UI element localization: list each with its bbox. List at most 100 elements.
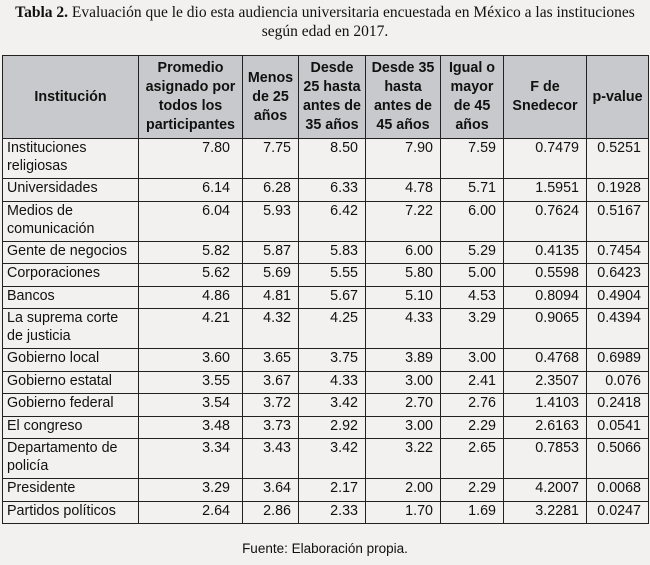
value-cell: 1.69 xyxy=(440,500,504,524)
value-cell: 5.67 xyxy=(298,285,366,309)
table-row: La suprema corte de justicia 4.21 4.32 4.25… xyxy=(2,308,649,349)
source-note: Fuente: Elaboración propia. xyxy=(242,541,408,556)
institution-cell: Departamento de policía xyxy=(2,438,139,479)
value-cell: 5.10 xyxy=(365,285,441,309)
value-cell: 6.04 xyxy=(138,200,243,242)
institution-cell: El congreso xyxy=(2,415,139,439)
value-cell: 4.33 xyxy=(298,370,366,394)
value-cell: 5.82 xyxy=(138,240,243,264)
value-cell: 0.7624 xyxy=(503,200,587,242)
value-cell: 3.2281 xyxy=(503,500,587,524)
table-row: El congreso 3.48 3.73 2.92 3.00 2.29 2.6163 0.0… xyxy=(2,415,649,439)
value-cell: 4.33 xyxy=(365,308,441,349)
value-cell: 7.59 xyxy=(440,138,504,179)
value-cell: 2.76 xyxy=(440,393,504,417)
value-cell: 3.55 xyxy=(138,370,243,394)
value-cell: 0.0541 xyxy=(586,415,649,439)
value-cell: 2.64 xyxy=(138,500,243,524)
value-cell: 7.90 xyxy=(365,138,441,179)
value-cell: 3.00 xyxy=(440,348,504,372)
table-row: Corporaciones 5.62 5.69 5.55 5.80 5.00 0.5598 0… xyxy=(2,263,649,287)
value-cell: 5.83 xyxy=(298,240,366,264)
header-f-snedecor: F de Snedecor xyxy=(503,55,587,139)
value-cell: 1.4103 xyxy=(503,393,587,417)
table-row: Gente de negocios 5.82 5.87 5.83 6.00 5.29 0.4… xyxy=(2,240,649,264)
table-row: Universidades 6.14 6.28 6.33 4.78 5.71 1.5951 0… xyxy=(2,178,649,202)
value-cell: 3.72 xyxy=(242,393,299,417)
value-cell: 5.55 xyxy=(298,263,366,287)
value-cell: 2.17 xyxy=(298,478,366,502)
value-cell: 4.21 xyxy=(138,308,243,349)
table-row: Partidos políticos 2.64 2.86 2.33 1.70 1.69 3.… xyxy=(2,500,649,524)
value-cell: 0.0068 xyxy=(586,478,649,502)
institution-cell: La suprema corte de justicia xyxy=(2,308,139,349)
value-cell: 3.64 xyxy=(242,478,299,502)
value-cell: 0.9065 xyxy=(503,308,587,349)
institution-cell: Medios de comunicación xyxy=(2,200,139,242)
header-p-value: p-value xyxy=(586,55,649,139)
value-cell: 5.87 xyxy=(242,240,299,264)
value-cell: 5.29 xyxy=(440,240,504,264)
table-row: Bancos 4.86 4.81 5.67 5.10 4.53 0.8094 0.4904 xyxy=(2,285,649,309)
value-cell: 0.0247 xyxy=(586,500,649,524)
value-cell: 4.25 xyxy=(298,308,366,349)
table-row: Departamento de policía 3.34 3.43 3.42 3.22 2… xyxy=(2,438,649,479)
value-cell: 3.75 xyxy=(298,348,366,372)
value-cell: 3.42 xyxy=(298,393,366,417)
institution-cell: Gobierno federal xyxy=(2,393,139,417)
institution-cell: Instituciones religiosas xyxy=(2,138,139,179)
value-cell: 3.00 xyxy=(365,370,441,394)
value-cell: 2.70 xyxy=(365,393,441,417)
value-cell: 0.5167 xyxy=(586,200,649,242)
value-cell: 3.54 xyxy=(138,393,243,417)
value-cell: 3.29 xyxy=(138,478,243,502)
value-cell: 0.4904 xyxy=(586,285,649,309)
value-cell: 0.8094 xyxy=(503,285,587,309)
value-cell: 6.00 xyxy=(440,200,504,242)
value-cell: 5.71 xyxy=(440,178,504,202)
value-cell: 3.00 xyxy=(365,415,441,439)
header-menos-25: Menos de 25 años xyxy=(242,55,299,139)
value-cell: 0.7479 xyxy=(503,138,587,179)
value-cell: 0.4135 xyxy=(503,240,587,264)
caption-label: Tabla 2. xyxy=(15,4,68,21)
institution-cell: Gobierno estatal xyxy=(2,370,139,394)
institution-cell: Gente de negocios xyxy=(2,240,139,264)
table-body: Instituciones religiosas 7.80 7.75 8.50 7.90… xyxy=(2,138,649,524)
value-cell: 7.75 xyxy=(242,138,299,179)
value-cell: 5.62 xyxy=(138,263,243,287)
table-row: Gobierno federal 3.54 3.72 3.42 2.70 2.76 1.41… xyxy=(2,393,649,417)
caption-text: Evaluación que le dio esta audiencia uni… xyxy=(68,4,635,40)
value-cell: 6.33 xyxy=(298,178,366,202)
header-35-45: Desde 35 hasta antes de 45 años xyxy=(365,55,441,139)
value-cell: 0.7454 xyxy=(586,240,649,264)
value-cell: 1.70 xyxy=(365,500,441,524)
value-cell: 0.076 xyxy=(586,370,649,394)
header-25-35: Desde 25 hasta antes de 35 años xyxy=(298,55,366,139)
value-cell: 8.50 xyxy=(298,138,366,179)
value-cell: 0.1928 xyxy=(586,178,649,202)
value-cell: 0.2418 xyxy=(586,393,649,417)
value-cell: 0.6989 xyxy=(586,348,649,372)
institution-cell: Bancos xyxy=(2,285,139,309)
value-cell: 3.42 xyxy=(298,438,366,479)
institution-cell: Universidades xyxy=(2,178,139,202)
value-cell: 3.22 xyxy=(365,438,441,479)
value-cell: 5.69 xyxy=(242,263,299,287)
value-cell: 3.65 xyxy=(242,348,299,372)
header-promedio: Promedio asignado por todos los particip… xyxy=(138,55,243,139)
table-row: Medios de comunicación 6.04 5.93 6.42 7.22 6.… xyxy=(2,200,649,242)
value-cell: 2.65 xyxy=(440,438,504,479)
value-cell: 5.80 xyxy=(365,263,441,287)
table-caption: Tabla 2. Evaluación que le dio esta audi… xyxy=(0,3,650,45)
value-cell: 6.00 xyxy=(365,240,441,264)
value-cell: 5.93 xyxy=(242,200,299,242)
value-cell: 3.29 xyxy=(440,308,504,349)
value-cell: 2.29 xyxy=(440,478,504,502)
value-cell: 4.81 xyxy=(242,285,299,309)
evaluation-table: Institución Promedio asignado por todos … xyxy=(2,55,649,524)
value-cell: 2.3507 xyxy=(503,370,587,394)
table-row: Instituciones religiosas 7.80 7.75 8.50 7.90… xyxy=(2,138,649,179)
value-cell: 0.5598 xyxy=(503,263,587,287)
value-cell: 6.14 xyxy=(138,178,243,202)
